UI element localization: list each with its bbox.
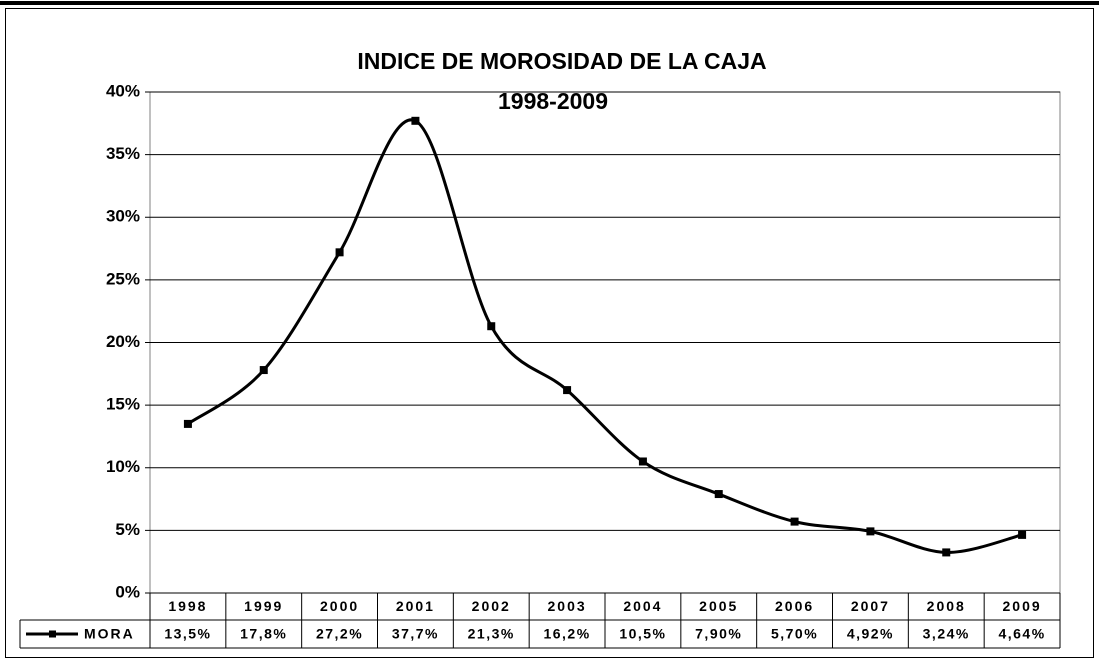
x-tick-label: 2006 (775, 598, 814, 614)
legend-label: MORA (84, 626, 135, 642)
table-value: 7,90% (695, 626, 742, 642)
chart-title: INDICE DE MOROSIDAD DE LA CAJA (357, 48, 766, 74)
table-value: 4,92% (847, 626, 894, 642)
point-marker (487, 322, 496, 331)
point-marker (942, 548, 951, 557)
x-tick-label: 2005 (699, 598, 738, 614)
table-value: 10,5% (619, 626, 666, 642)
table-value: 21,3% (468, 626, 515, 642)
y-tick-label: 25% (106, 269, 140, 288)
table-value: 3,24% (923, 626, 970, 642)
x-tick-label: 1998 (168, 598, 207, 614)
x-tick-label: 2003 (548, 598, 587, 614)
table-value: 4,64% (998, 626, 1045, 642)
table-value: 17,8% (240, 626, 287, 642)
x-tick-label: 2008 (927, 598, 966, 614)
y-tick-label: 40% (106, 81, 140, 100)
y-tick-label: 0% (115, 582, 140, 601)
point-marker (335, 248, 344, 257)
x-tick-label: 1999 (244, 598, 283, 614)
x-tick-label: 2009 (1003, 598, 1042, 614)
point-marker (638, 457, 647, 466)
y-tick-label: 30% (106, 207, 140, 226)
y-tick-label: 20% (106, 332, 140, 351)
point-marker (714, 490, 723, 499)
table-value: 5,70% (771, 626, 818, 642)
table-value: 16,2% (543, 626, 590, 642)
x-tick-label: 2004 (623, 598, 662, 614)
x-tick-label: 2002 (472, 598, 511, 614)
point-marker (411, 116, 420, 125)
table-value: 37,7% (392, 626, 439, 642)
y-tick-label: 10% (106, 457, 140, 476)
legend-marker (49, 630, 56, 638)
point-marker (183, 419, 192, 428)
y-tick-label: 15% (106, 395, 140, 414)
x-tick-label: 2000 (320, 598, 359, 614)
x-tick-label: 2001 (396, 598, 435, 614)
y-tick-label: 35% (106, 144, 140, 163)
y-tick-label: 5% (115, 520, 140, 539)
point-marker (259, 366, 268, 375)
x-tick-label: 2007 (851, 598, 890, 614)
point-marker (1018, 530, 1027, 539)
table-value: 27,2% (316, 626, 363, 642)
point-marker (563, 386, 572, 395)
table-value: 13,5% (164, 626, 211, 642)
series-line (187, 118, 1023, 554)
chart-frame (5, 8, 1094, 658)
point-marker (790, 517, 799, 526)
point-marker (866, 527, 875, 536)
